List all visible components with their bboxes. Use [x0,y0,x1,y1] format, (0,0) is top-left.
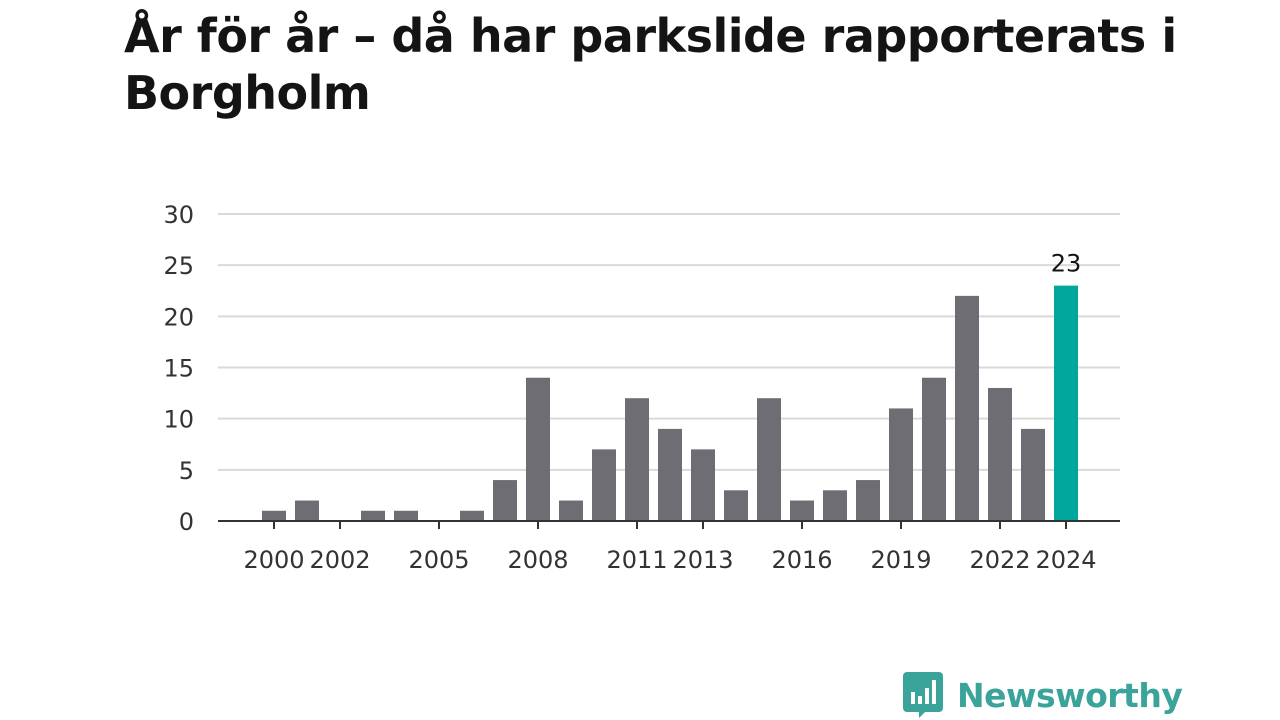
bar-2004 [394,510,418,521]
bar-2019 [889,408,913,521]
bar-2015 [757,398,781,521]
x-tick-label: 2008 [507,546,568,574]
bar-2014 [724,490,748,521]
bar-2016 [790,500,814,521]
bar-2010 [592,449,616,521]
bar-2020 [922,377,946,521]
y-tick-label: 0 [179,508,194,536]
x-tick-label: 2005 [408,546,469,574]
bar-2003 [361,510,385,521]
x-tick-label: 2024 [1035,546,1096,574]
x-axis [218,520,1120,529]
bar-2009 [559,500,583,521]
y-tick-label: 5 [179,457,194,485]
bar-2013 [691,449,715,521]
bar-2011 [625,398,649,521]
x-tick-label: 2019 [870,546,931,574]
y-tick-label: 15 [163,355,194,383]
highlight-value-label: 23 [1051,250,1082,278]
logo-text: Newsworthy [957,675,1183,715]
bar-2000 [262,510,286,521]
bar-2008 [526,377,550,521]
bar-2012 [658,428,682,521]
y-tick-label: 30 [163,201,194,229]
bar-2021 [955,295,979,521]
chart-title: År för år – då har parkslide rapporterat… [124,9,1177,120]
bar-2018 [856,480,880,521]
bar-2007 [493,480,517,521]
bars [262,285,1078,521]
bar-chart: 0 5 10 15 20 25 30 2000 2002 2005 2008 2011 2013 201… [163,201,1120,574]
bar-2017 [823,490,847,521]
x-tick-label: 2011 [606,546,667,574]
x-tick-label: 2016 [771,546,832,574]
bar-2024 [1054,285,1078,521]
x-tick-label: 2000 [243,546,304,574]
x-tick-label: 2002 [309,546,370,574]
bar-chart-speech-bubble-icon [903,672,943,718]
bar-2023 [1021,428,1045,521]
x-axis-tick-labels: 2000 2002 2005 2008 2011 2013 2016 2019 2022 2024 [243,546,1096,574]
x-tick-label: 2013 [672,546,733,574]
y-tick-label: 10 [163,406,194,434]
value-labels: 23 [1051,250,1082,278]
y-tick-label: 20 [163,303,194,331]
y-axis-tick-labels: 0 5 10 15 20 25 30 [163,201,194,536]
bar-2001 [295,500,319,521]
x-tick-label: 2022 [969,546,1030,574]
bar-2022 [988,387,1012,521]
bar-2006 [460,510,484,521]
y-tick-label: 25 [163,252,194,280]
newsworthy-logo: Newsworthy [903,671,1183,719]
